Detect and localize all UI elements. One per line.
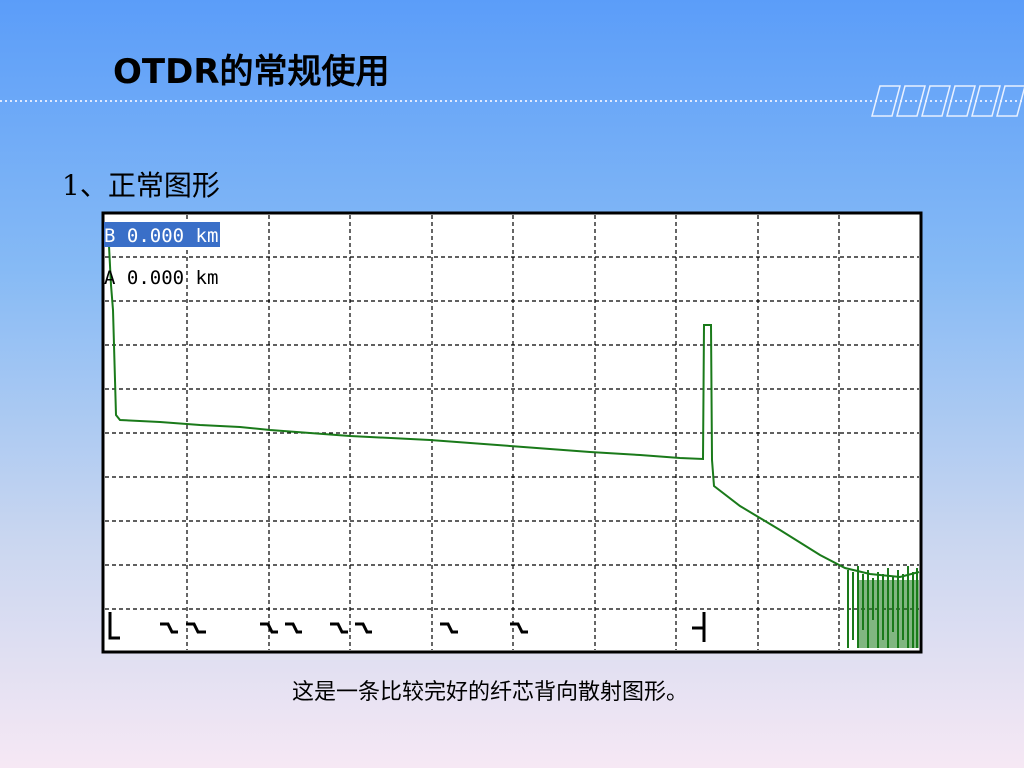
section-heading: 1、正常图形 bbox=[62, 169, 220, 202]
cursor-a-label: A 0.000 km bbox=[104, 267, 218, 289]
cursor-b-label: B 0.000 km bbox=[104, 225, 218, 247]
slide-title: OTDR的常规使用 bbox=[113, 52, 390, 92]
caption: 这是一条比较完好的纤芯背向散射图形。 bbox=[292, 680, 689, 705]
